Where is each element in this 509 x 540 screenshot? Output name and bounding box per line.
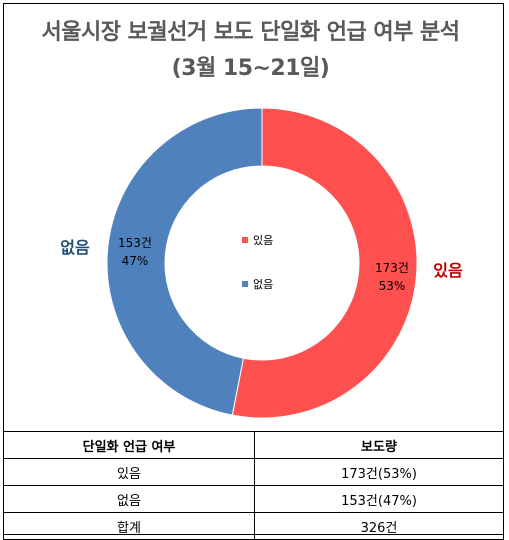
slice-percent-label-yes: 53% (379, 279, 406, 293)
table-cell: 153건(47%) (254, 485, 504, 513)
table-row: 없음 153건(47%) (3, 485, 504, 513)
table-header-row: 단일화 언급 여부 보도량 (3, 431, 504, 459)
legend-swatch-no (242, 281, 248, 287)
table-cell: 합계 (3, 512, 255, 540)
legend-label-no: 없음 (253, 278, 273, 291)
table-cell: 326건 (254, 512, 504, 540)
table-header-volume: 보도량 (254, 431, 504, 459)
table-cell: 있음 (3, 458, 255, 486)
table-header-category: 단일화 언급 여부 (3, 431, 255, 459)
legend-swatch-yes (242, 237, 248, 243)
legend-label-yes: 있음 (253, 234, 273, 247)
donut-slice-no (106, 107, 263, 416)
outer-label-yes: 있음 (433, 261, 463, 280)
slice-count-label-yes: 173건 (375, 261, 409, 275)
chart-title: 서울시장 보궐선거 보도 단일화 언급 여부 분석 (41, 20, 460, 45)
slice-count-label-no: 153건 (118, 236, 152, 250)
slice-percent-label-no: 47% (122, 254, 149, 268)
donut-slice-yes (231, 107, 418, 419)
chart-subtitle: (3월 15~21일) (171, 56, 330, 81)
table-cell: 없음 (3, 485, 255, 513)
table-row: 있음 173건(53%) (3, 458, 504, 486)
outer-label-no: 없음 (60, 238, 90, 257)
data-table: 단일화 언급 여부 보도량 있음 173건(53%) 없음 153건(47%) … (3, 431, 504, 540)
donut-chart: 173건 53% 153건 47% 있음 없음 있음 없음 (60, 107, 463, 419)
table-row: 합계 326건 (3, 512, 504, 540)
table-cell: 173건(53%) (254, 458, 504, 486)
